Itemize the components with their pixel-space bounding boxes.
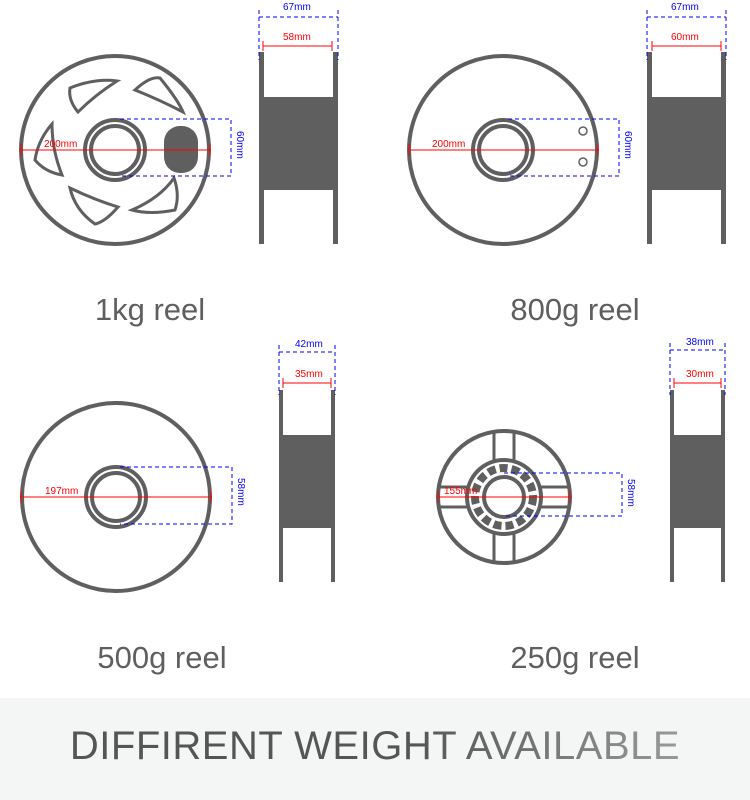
diameter-label-800g: 200mm: [432, 139, 465, 150]
diameter-label-500g: 197mm: [45, 486, 78, 497]
inner-width-1kg: 58mm: [283, 32, 311, 43]
reel-label-800g: 800g reel: [510, 292, 640, 327]
outer-width-250g: 38mm: [686, 337, 714, 348]
banner-text: DIFFIRENT WEIGHT AVAILABLE: [0, 724, 750, 769]
reel-500g-side: [279, 390, 335, 582]
diameter-label-250g: 155mm: [444, 486, 477, 497]
banner: DIFFIRENT WEIGHT AVAILABLE: [0, 698, 750, 800]
reel-250g-side: [670, 390, 725, 582]
reel-label-500g: 500g reel: [97, 640, 227, 675]
reel-label-1kg: 1kg reel: [94, 292, 206, 327]
inner-width-250g: 30mm: [686, 369, 714, 380]
hub-label-500g: 58mm: [235, 478, 246, 506]
reel-label-250g: 250g reel: [510, 640, 640, 675]
outer-width-800g: 67mm: [671, 2, 699, 13]
reel-800g-side: [647, 52, 726, 244]
hub-label-800g: 60mm: [622, 131, 633, 159]
inner-width-500g: 35mm: [295, 369, 323, 380]
inner-width-800g: 60mm: [671, 32, 699, 43]
outer-width-1kg: 67mm: [283, 2, 311, 13]
hub-label-250g: 58mm: [625, 479, 636, 507]
outer-width-500g: 42mm: [295, 339, 323, 350]
diameter-label-1kg: 200mm: [44, 139, 77, 150]
hub-label-1kg: 60mm: [234, 131, 245, 159]
reel-1kg-side: [259, 52, 338, 244]
